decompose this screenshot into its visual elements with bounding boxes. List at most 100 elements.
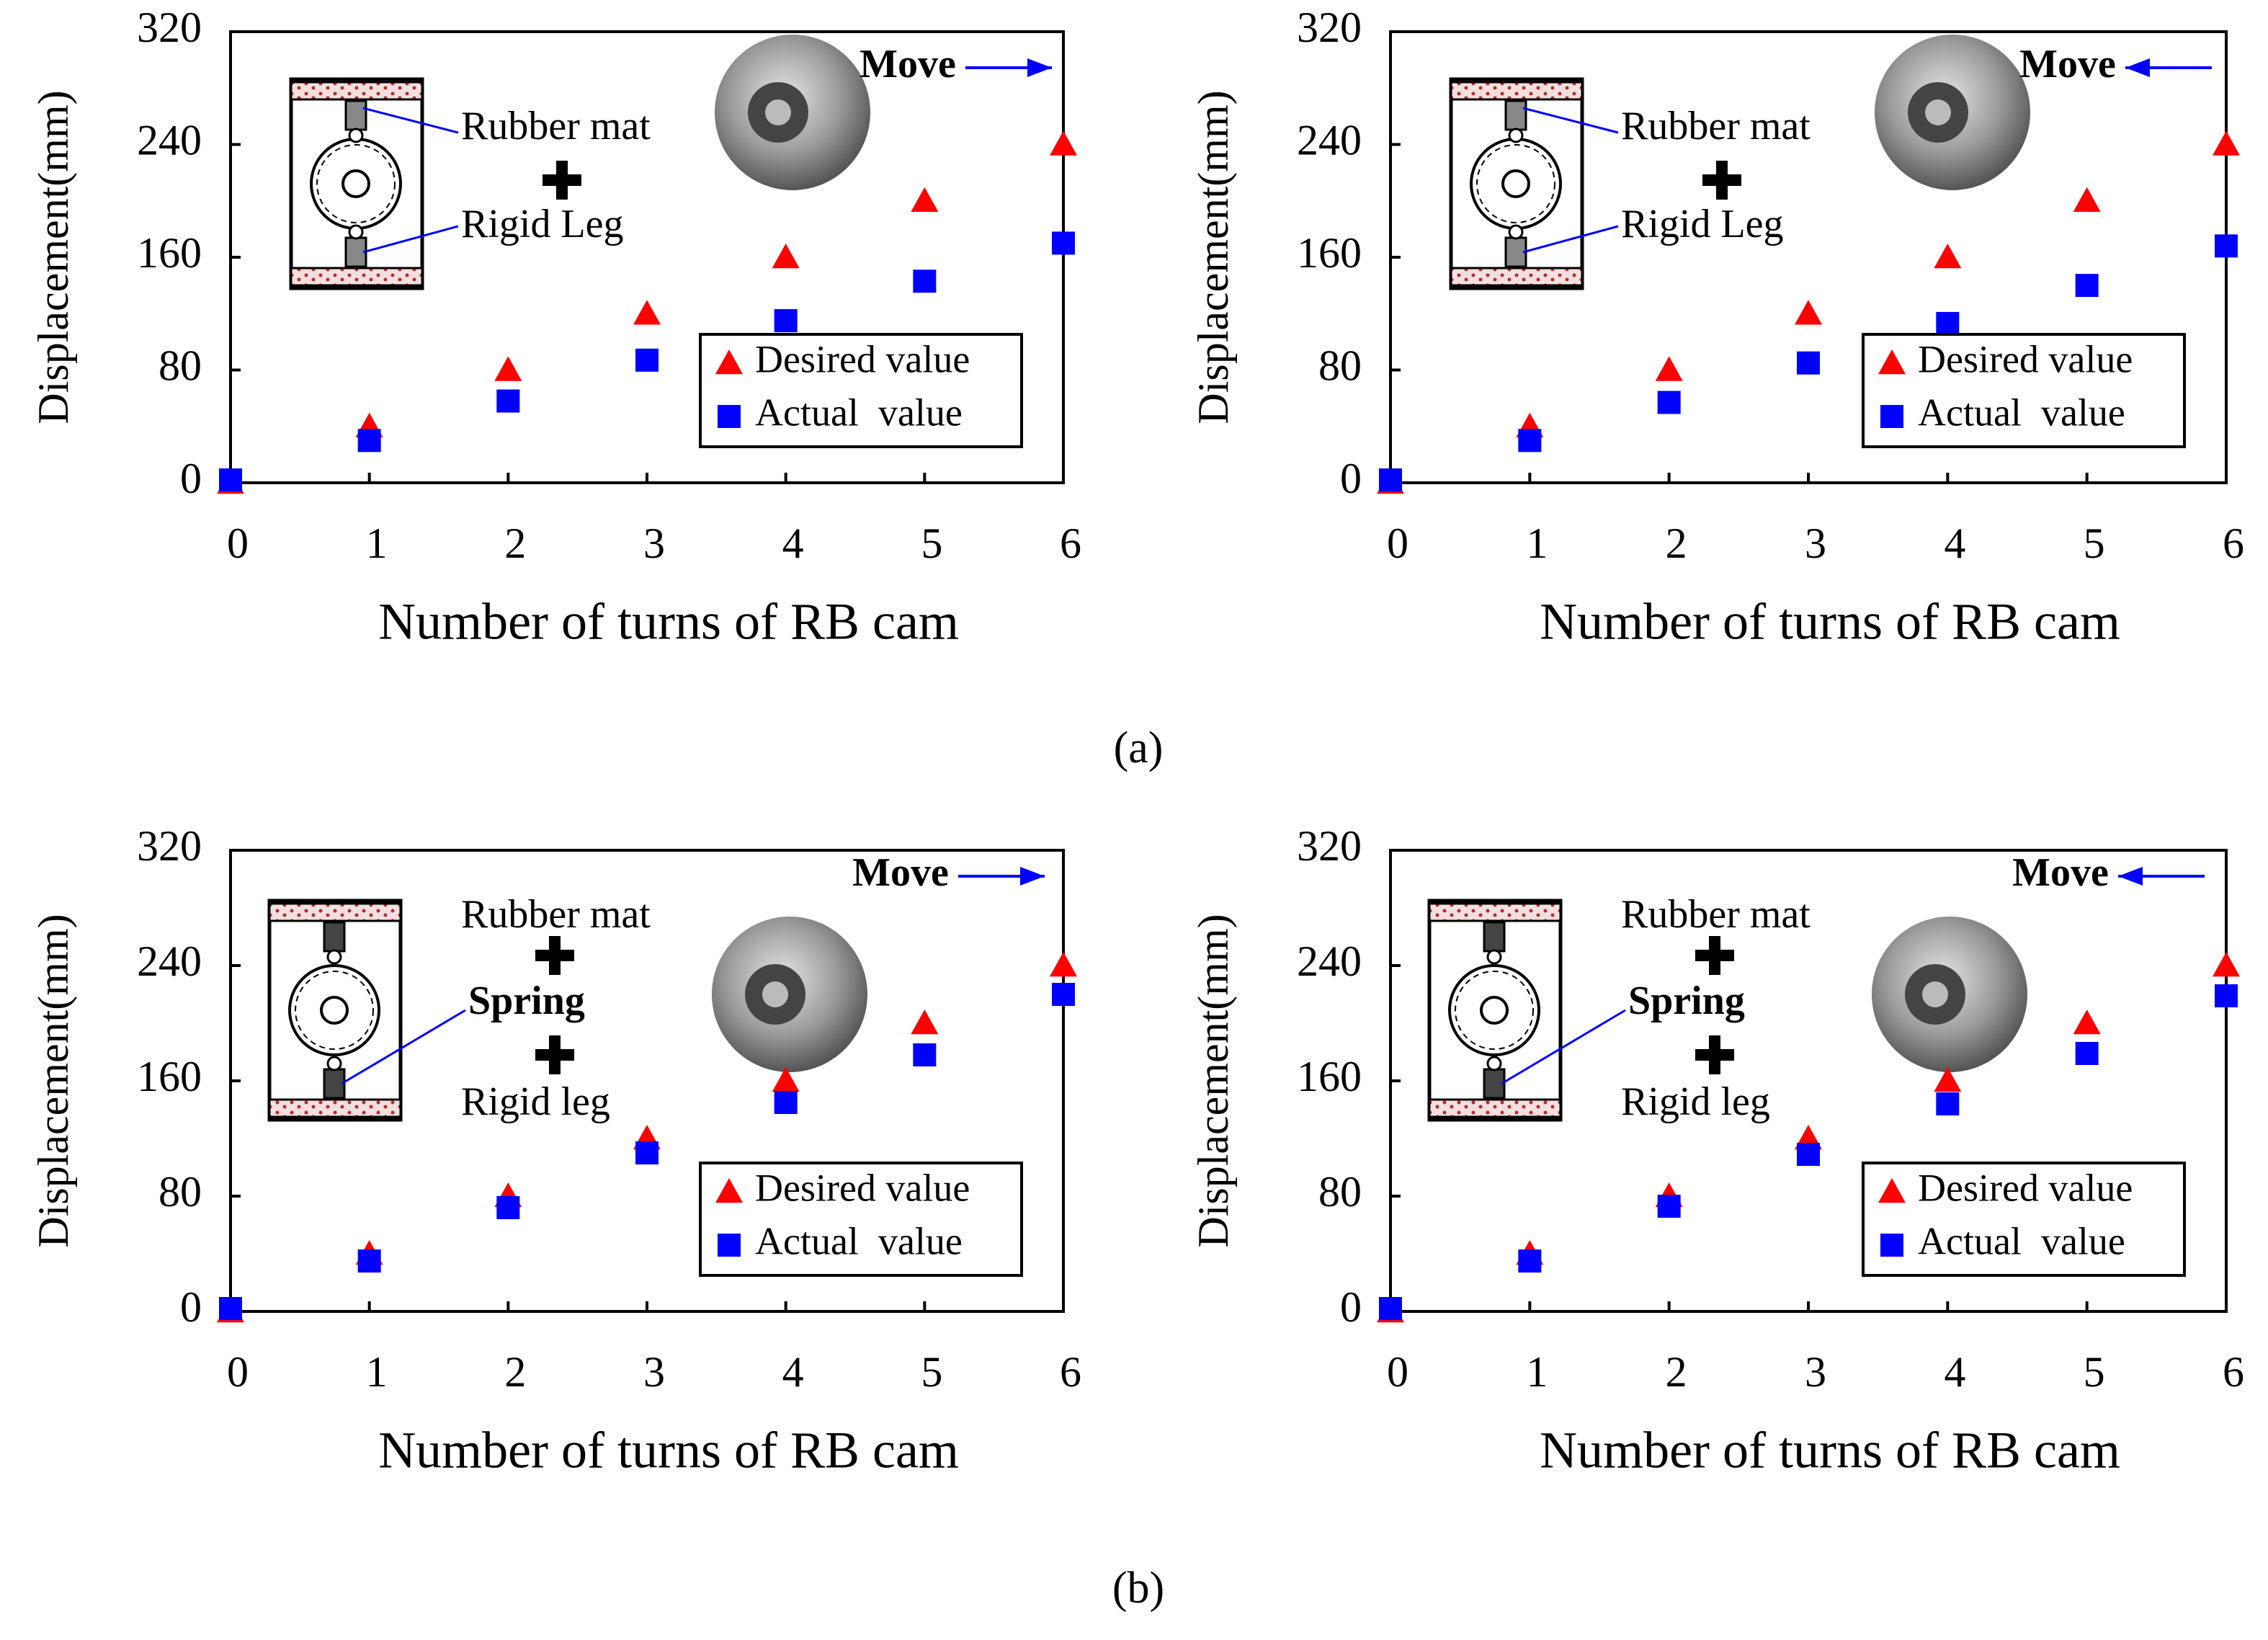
leg-joint [1508, 128, 1524, 143]
cam-inner [295, 971, 374, 1050]
legend-label: Desired value [755, 1166, 970, 1209]
leg-joint [348, 128, 364, 143]
leg-joint [348, 224, 364, 240]
legend-marker [1878, 1178, 1906, 1203]
rubber-mat [290, 267, 424, 287]
square-marker [635, 348, 658, 372]
cross [1709, 1035, 1720, 1074]
square-marker [1052, 983, 1075, 1006]
square-marker [1379, 1297, 1402, 1320]
triangle-marker [2213, 130, 2240, 156]
cam-hub [320, 996, 349, 1025]
x-tick-label: 1 [1526, 1348, 1548, 1396]
leg [344, 236, 367, 268]
square-marker [1052, 231, 1075, 255]
cam-body [288, 964, 380, 1056]
square-marker [1518, 429, 1542, 453]
triangle-marker [494, 356, 522, 381]
square-marker [219, 1297, 242, 1320]
y-tick-label: 160 [137, 1053, 202, 1100]
move-arrowhead [1020, 867, 1045, 886]
legend: Desired value Actual value [699, 333, 1023, 448]
x-tick-label: 5 [921, 1348, 942, 1396]
x-tick-label: 3 [643, 1348, 665, 1396]
triangle-marker [2213, 952, 2240, 977]
x-tick-label: 6 [1060, 520, 1081, 567]
y-axis-label: Displacement(mm) [1189, 90, 1237, 424]
legend-label: Actual value [1918, 1219, 2125, 1262]
annotation: Spring [1628, 979, 1745, 1023]
cross [549, 936, 561, 975]
y-axis-label: Displacement(mm) [1189, 914, 1237, 1247]
leader-line [1522, 225, 1619, 254]
annotation: Rubber mat [461, 892, 651, 937]
rubber-mat [268, 902, 402, 922]
cross [556, 161, 568, 200]
square-marker [357, 429, 381, 453]
y-tick-label: 80 [159, 342, 202, 389]
legend-marker [1880, 405, 1903, 428]
square-marker [496, 389, 520, 413]
triangle-marker [2073, 1010, 2101, 1035]
y-tick-label: 160 [137, 229, 202, 277]
triangle-marker [1795, 300, 1822, 325]
x-tick-label: 1 [366, 520, 388, 567]
square-marker [635, 1141, 658, 1164]
cam-photo-detail [1925, 99, 1951, 125]
rubber-mat [1450, 81, 1584, 101]
annotation: Move [2012, 850, 2109, 895]
annotation: Rubber mat [1621, 104, 1811, 148]
leg [1483, 1068, 1506, 1100]
x-tick-label: 4 [1944, 520, 1965, 567]
x-tick-label: 0 [1387, 1348, 1408, 1396]
square-marker [1379, 468, 1402, 492]
leg-joint [326, 1056, 342, 1071]
legend-marker [715, 1178, 743, 1203]
y-axis-label: Displacement(mm) [30, 914, 77, 1247]
leg-joint [1508, 224, 1524, 240]
rubber-mat [1450, 267, 1584, 287]
leader-line [341, 1009, 466, 1085]
cam-hub [1501, 169, 1530, 198]
triangle-marker [1934, 244, 1962, 269]
square-marker [2075, 274, 2099, 298]
y-tick-label: 240 [137, 937, 202, 985]
y-tick-label: 240 [137, 116, 202, 164]
square-marker [1936, 311, 1960, 335]
leader-line [362, 225, 459, 254]
annotation: Move [2019, 42, 2116, 86]
y-tick-label: 0 [180, 455, 202, 502]
square-marker [1797, 1143, 1820, 1166]
legend-marker [1878, 349, 1906, 375]
cam-hub [1480, 996, 1509, 1025]
y-tick-label: 80 [159, 1168, 202, 1216]
x-axis-label: Number of turns of RB cam [378, 593, 959, 651]
y-tick-label: 320 [137, 822, 202, 870]
x-tick-label: 5 [921, 520, 942, 567]
triangle-marker [2073, 187, 2101, 212]
x-tick-label: 6 [2223, 1348, 2244, 1396]
cam-photo-detail [1922, 981, 1948, 1007]
square-marker [357, 1249, 381, 1273]
x-tick-label: 4 [782, 1348, 804, 1396]
annotation: Rubber mat [461, 104, 651, 148]
panel-label: (b) [1112, 1564, 1164, 1613]
square-marker [219, 468, 242, 492]
y-tick-label: 80 [1318, 342, 1362, 389]
leg-joint [1486, 949, 1502, 965]
square-marker [2215, 234, 2238, 258]
cam-inner [1476, 144, 1555, 223]
y-axis-label: Displacement(mm) [30, 90, 77, 424]
y-tick-label: 240 [1297, 116, 1362, 164]
x-tick-label: 2 [504, 520, 526, 567]
square-marker [1936, 1092, 1960, 1115]
x-tick-label: 1 [366, 1348, 388, 1396]
triangle-marker [1934, 1067, 1962, 1092]
triangle-marker [911, 187, 939, 212]
square-marker [496, 1196, 520, 1219]
triangle-marker [633, 300, 661, 325]
square-marker [774, 1091, 798, 1114]
annotation: Move [852, 850, 949, 895]
annotation: Rigid leg [461, 1079, 610, 1124]
